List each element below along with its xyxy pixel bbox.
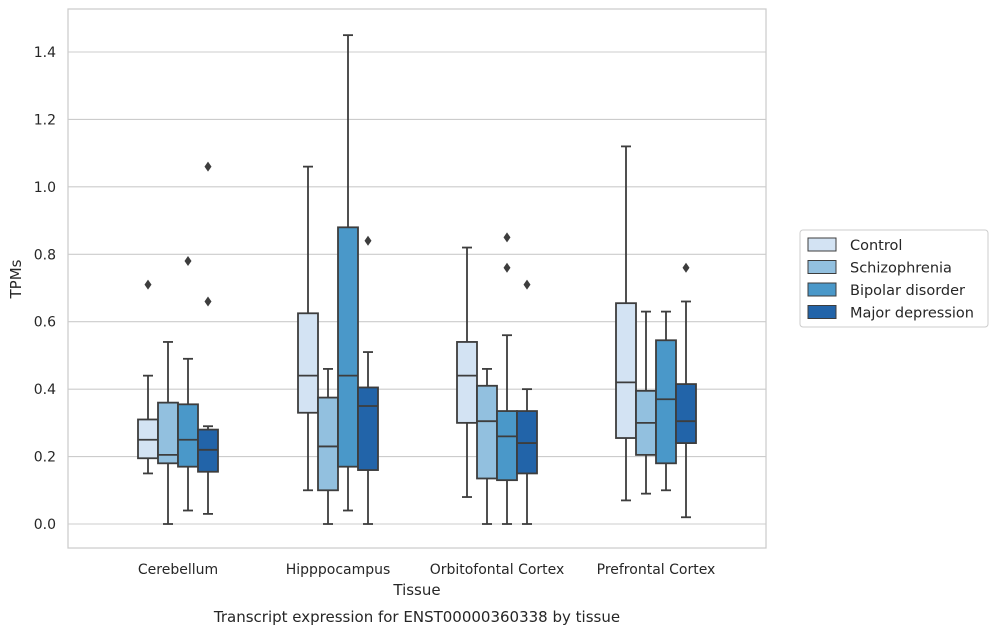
chart-caption: Transcript expression for ENST0000036033… xyxy=(213,608,620,626)
y-tick-label: 0.2 xyxy=(34,450,56,466)
box-body xyxy=(357,386,379,471)
box-major-depression xyxy=(675,262,697,519)
y-axis-title: TPMs xyxy=(7,259,25,299)
outlier-point xyxy=(682,262,690,273)
box-major-depression xyxy=(197,161,219,515)
y-tick-label: 1.2 xyxy=(34,112,56,128)
outlier-point xyxy=(204,161,212,172)
box-control xyxy=(456,246,478,498)
outlier-point xyxy=(144,279,152,290)
box-body xyxy=(317,396,339,492)
box-major-depression xyxy=(357,235,379,525)
box-body xyxy=(177,403,199,468)
legend-label: Major depression xyxy=(850,306,974,322)
outlier-point xyxy=(503,262,511,273)
box-control xyxy=(297,165,319,492)
box-body xyxy=(456,341,478,424)
legend: Control Schizophrenia Bipolar disorder Majo… xyxy=(799,229,989,328)
box-body xyxy=(675,383,697,444)
legend-frame xyxy=(799,229,989,328)
box-body xyxy=(476,384,498,480)
y-tick-label: 1.0 xyxy=(34,180,56,196)
legend-label: Control xyxy=(850,238,902,254)
box-major-depression xyxy=(516,279,538,525)
y-tick-label: 0.0 xyxy=(34,517,56,533)
box-schizophrenia xyxy=(317,368,339,525)
box-control xyxy=(615,145,637,502)
y-tick-label: 0.6 xyxy=(34,315,56,331)
box-body xyxy=(615,302,637,439)
box-schizophrenia xyxy=(635,310,657,495)
outlier-point xyxy=(204,296,212,307)
outlier-point xyxy=(364,235,372,246)
legend-swatch xyxy=(807,237,837,252)
boxes xyxy=(137,34,697,525)
outlier-point xyxy=(503,232,511,243)
legend-label: Bipolar disorder xyxy=(850,283,965,299)
x-axis-title: Tissue xyxy=(392,581,440,599)
y-tick-label: 0.8 xyxy=(34,247,56,263)
legend-swatch xyxy=(807,305,837,319)
outlier-point xyxy=(523,279,531,290)
plot-area-frame xyxy=(67,8,767,549)
x-tick-labels: Cerebellum Hipppocampus Orbitofontal Corte… xyxy=(138,562,715,578)
y-tick-label: 0.4 xyxy=(34,382,56,398)
box-body xyxy=(496,410,518,482)
box-bipolar-disorder xyxy=(496,232,518,525)
x-tick-label: Hipppocampus xyxy=(286,562,391,578)
legend-label: Schizophrenia xyxy=(850,261,952,277)
box-control xyxy=(137,279,159,475)
legend-swatch xyxy=(807,282,837,297)
plot-area-background xyxy=(68,9,766,548)
outlier-point xyxy=(184,256,192,267)
box-bipolar-disorder xyxy=(337,34,359,512)
x-tick-label: Cerebellum xyxy=(138,562,218,578)
y-tick-label: 1.4 xyxy=(34,45,56,61)
box-body xyxy=(297,312,319,414)
box-body xyxy=(337,226,359,468)
y-tick-labels: 0.0 0.2 0.4 0.6 0.8 1.0 1.2 1.4 xyxy=(34,45,56,533)
legend-swatch xyxy=(807,260,837,274)
box-body xyxy=(655,339,677,465)
x-tick-label: Orbitofontal Cortex xyxy=(430,562,565,578)
x-tick-label: Prefrontal Cortex xyxy=(597,562,716,578)
